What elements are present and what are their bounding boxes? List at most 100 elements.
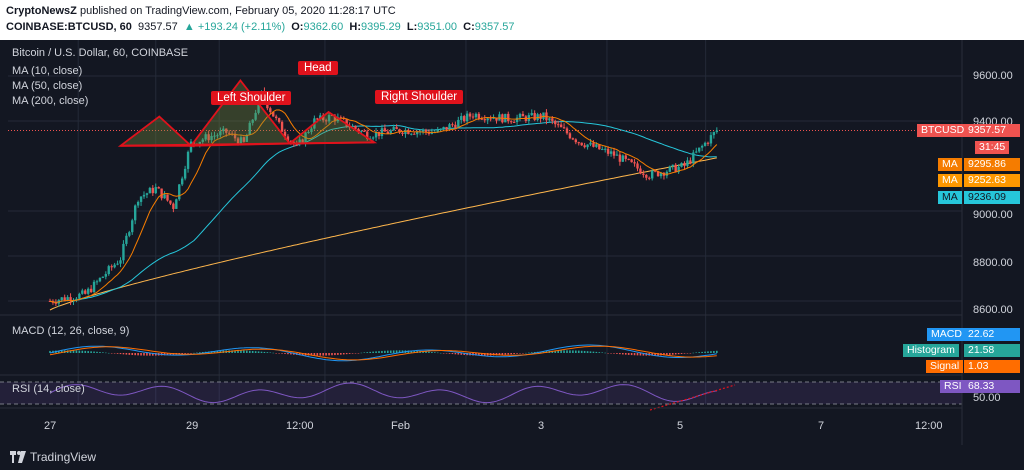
candle-body — [242, 137, 246, 142]
candle-body — [445, 126, 448, 130]
candle-body — [568, 133, 572, 139]
macd-histogram-bar — [90, 351, 92, 353]
macd-histogram-bar — [375, 351, 377, 353]
macd-histogram-bar — [604, 352, 606, 354]
ma200-badge-value: 9252.63 — [964, 174, 1020, 187]
macd-histogram-bar — [216, 350, 219, 353]
candle-body — [533, 113, 536, 120]
macd-title[interactable]: MACD (12, 26, close, 9) — [12, 325, 130, 337]
candle-body — [236, 138, 240, 144]
macd-histogram-bar — [522, 353, 524, 354]
macd-histogram-bar — [301, 353, 304, 356]
candle-body — [539, 114, 542, 119]
macd-histogram-bar — [116, 353, 119, 354]
candle-body — [442, 126, 445, 129]
candle-body — [257, 98, 260, 113]
macd-histogram-bar — [528, 352, 530, 354]
candle-body — [709, 135, 713, 144]
time-tick: 27 — [44, 420, 57, 432]
macd-histogram-bar — [698, 352, 700, 353]
candle-body — [371, 137, 375, 139]
candle-body — [521, 113, 525, 117]
macd-histogram-bar — [272, 352, 275, 354]
candle-body — [113, 264, 116, 268]
candle-body — [668, 166, 672, 172]
candle-body — [227, 132, 231, 134]
candle-body — [583, 145, 586, 148]
macd-histogram-bar — [78, 350, 81, 353]
macd-histogram-bar — [334, 353, 336, 356]
btcusd-badge-label: BTCUSD — [917, 124, 969, 137]
low-value: 9351.00 — [417, 21, 458, 33]
candle-body — [451, 124, 454, 126]
candle-body — [298, 139, 301, 145]
macd-histogram-bar — [378, 351, 380, 353]
macd-histogram-bar — [651, 353, 653, 356]
chart-svg[interactable] — [0, 40, 1024, 445]
macd-histogram-bar — [219, 350, 222, 353]
signal-badge-value: 1.03 — [964, 360, 1020, 373]
macd-histogram-bar — [674, 353, 677, 355]
candle-body — [592, 142, 595, 147]
macd-histogram-bar — [525, 352, 527, 354]
candle-body — [183, 168, 187, 179]
macd-histogram-bar — [507, 353, 510, 355]
open-value: 9362.60 — [303, 21, 344, 33]
macd-histogram-bar — [689, 353, 692, 354]
rsi-title[interactable]: RSI (14, close) — [12, 383, 85, 395]
candle-body — [627, 158, 630, 160]
ma50-badge-value: 9236.09 — [964, 191, 1020, 204]
candle-body — [603, 148, 607, 150]
macd-histogram-bar — [613, 353, 615, 354]
macd-histogram-bar — [710, 351, 712, 353]
legend-ma10[interactable]: MA (10, close) — [12, 65, 83, 77]
macd-histogram-bar — [460, 353, 463, 355]
candle-body — [98, 277, 102, 282]
candle-body — [424, 129, 428, 132]
macd-histogram-bar — [387, 350, 389, 353]
macd-histogram-bar — [152, 353, 154, 356]
candle-body — [650, 170, 654, 179]
macd-histogram-bar — [498, 353, 501, 356]
macd-histogram-bar — [389, 350, 392, 353]
candle-body — [598, 144, 601, 150]
high-value: 9395.29 — [360, 21, 401, 33]
tradingview-logo-icon[interactable] — [10, 451, 26, 463]
publisher-name[interactable]: CryptoNewsZ — [6, 5, 77, 17]
macd-histogram-bar — [639, 353, 642, 356]
macd-histogram-bar — [243, 350, 245, 353]
symbol-label: COINBASE:BTCUSD, 60 — [6, 21, 132, 33]
macd-histogram-bar — [181, 353, 183, 355]
candle-body — [363, 130, 366, 132]
candle-body — [401, 132, 404, 134]
candle-body — [615, 154, 619, 156]
candle-body — [324, 120, 328, 122]
macd-histogram-bar — [683, 353, 686, 354]
candle-body — [574, 139, 578, 143]
legend-ma50[interactable]: MA (50, close) — [12, 80, 83, 92]
candle-body — [571, 138, 575, 140]
macd-histogram-bar — [287, 353, 289, 355]
candle-body — [515, 117, 519, 123]
macd-histogram-bar — [642, 353, 645, 356]
macd-histogram-bar — [436, 352, 439, 354]
candle-body — [715, 130, 719, 133]
candle-body — [683, 162, 686, 166]
candle-body — [492, 117, 495, 119]
macd-histogram-bar — [342, 353, 345, 355]
tradingview-brand[interactable]: TradingView — [30, 450, 97, 464]
candle-body — [119, 260, 122, 264]
macd-histogram-bar — [589, 351, 592, 353]
macd-histogram-bar — [146, 353, 148, 356]
chart-area[interactable]: Bitcoin / U.S. Dollar, 60, COINBASE MA (… — [0, 40, 1024, 445]
macd-histogram-bar — [478, 353, 480, 356]
macd-histogram-bar — [677, 353, 680, 355]
macd-histogram-bar — [381, 350, 383, 353]
macd-histogram-bar — [398, 350, 401, 353]
low-label: L: — [406, 21, 418, 33]
macd-histogram-bar — [439, 352, 442, 354]
legend-ma200[interactable]: MA (200, close) — [12, 95, 89, 107]
macd-histogram-bar — [113, 353, 116, 354]
macd-histogram-bar — [577, 350, 580, 353]
candle-body — [54, 302, 58, 304]
